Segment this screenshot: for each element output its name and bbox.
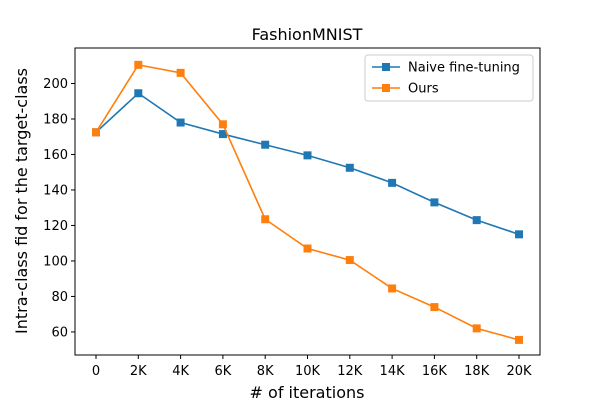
y-tick-label: 80 [51,290,68,305]
data-point [430,303,439,312]
data-point [176,118,185,127]
series-line [95,92,520,236]
legend-box [364,54,534,102]
x-axis: 0 2K 4K 6K 8K 10K 12K 14K 16K 18K 20K [92,355,532,379]
x-tick-label: 12K [337,364,363,379]
data-point [472,216,481,225]
y-tick-label: 120 [43,219,68,234]
series-line [95,63,520,341]
data-point [176,68,185,77]
data-point [345,256,354,265]
data-point [388,284,397,293]
x-tick-label: 8K [257,364,274,379]
series-layer [92,60,523,344]
legend-marker [382,63,390,71]
y-tick-label: 160 [43,148,68,163]
y-axis-title: Intra-class fid for the target-class [12,68,31,334]
y-tick-label: 180 [43,112,68,127]
data-point [515,335,523,344]
y-axis: 60 80 100 120 140 160 180 200 [43,77,75,340]
y-tick-label: 60 [51,325,68,340]
data-point [472,324,481,333]
data-point [261,140,270,149]
data-point [218,120,227,129]
legend-marker [382,84,390,92]
x-tick-label: 10K [295,364,321,379]
data-point [303,244,312,253]
y-tick-label: 200 [43,77,68,92]
x-tick-label: 6K [215,364,232,379]
data-point [515,230,523,239]
x-tick-label: 0 [92,364,100,379]
data-point [345,163,354,172]
legend-label: Naive fine-tuning [408,61,520,76]
data-point [303,151,312,160]
x-tick-label: 18K [464,364,490,379]
data-point [134,60,143,69]
data-point [92,128,100,137]
legend: Naive fine-tuning Ours [364,54,534,102]
legend-label: Ours [408,82,439,97]
chart-title: FashionMNIST [252,25,363,44]
data-point [430,198,439,207]
y-tick-label: 140 [43,183,68,198]
x-tick-label: 14K [380,364,406,379]
x-tick-label: 16K [422,364,448,379]
data-point [134,89,143,98]
data-point [261,215,270,224]
y-tick-label: 100 [43,254,68,269]
x-tick-label: 2K [130,364,147,379]
x-tick-label: 4K [172,364,189,379]
data-point [388,178,397,187]
x-tick-label: 20K [506,364,532,379]
x-axis-title: # of iterations [250,383,365,400]
data-point [218,130,227,139]
